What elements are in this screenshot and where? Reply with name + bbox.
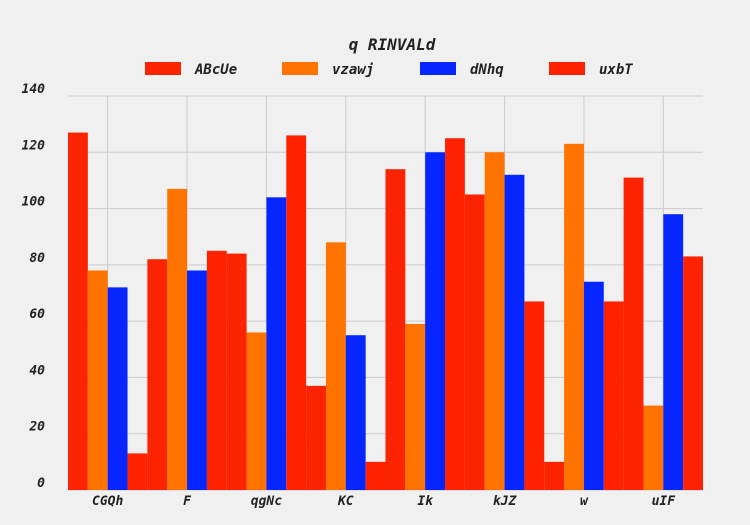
y-tick-label: 20 bbox=[28, 420, 45, 435]
bar-dNhq-qgNc bbox=[266, 197, 286, 490]
bar-dNhq-KC bbox=[346, 335, 366, 490]
legend-label-ABcUe: ABcUe bbox=[194, 62, 237, 78]
bar-uxbT-Ik bbox=[445, 138, 465, 490]
y-tick-label: 60 bbox=[29, 307, 45, 322]
legend-label-uxbT: uxbT bbox=[599, 62, 633, 78]
legend-label-vzawj: vzawj bbox=[332, 62, 374, 78]
bar-ABcUe-Ik bbox=[386, 169, 406, 490]
bar-ABcUe-uIF bbox=[624, 178, 644, 490]
bar-vzawj-w bbox=[564, 144, 584, 490]
bar-vzawj-uIF bbox=[643, 406, 663, 490]
bar-vzawj-kJZ bbox=[485, 152, 505, 490]
bar-dNhq-Ik bbox=[425, 152, 445, 490]
bar-dNhq-w bbox=[584, 282, 604, 490]
bar-uxbT-kJZ bbox=[524, 301, 544, 490]
bar-dNhq-CGQh bbox=[108, 287, 128, 490]
y-tick-label: 0 bbox=[37, 476, 45, 491]
legend-swatch-vzawj bbox=[282, 62, 318, 75]
bar-dNhq-F bbox=[187, 270, 207, 490]
bar-ABcUe-CGQh bbox=[68, 133, 88, 490]
bar-vzawj-CGQh bbox=[88, 270, 108, 490]
chart-title: q RINVALd bbox=[349, 35, 436, 54]
bar-ABcUe-w bbox=[544, 462, 564, 490]
bar-dNhq-kJZ bbox=[505, 175, 525, 490]
x-tick-label: qgNc bbox=[251, 494, 282, 509]
bar-vzawj-F bbox=[167, 189, 187, 490]
bar-uxbT-uIF bbox=[683, 256, 703, 490]
bar-ABcUe-qgNc bbox=[227, 254, 247, 490]
bar-uxbT-w bbox=[604, 301, 624, 490]
x-tick-label: kJZ bbox=[493, 494, 518, 509]
bar-dNhq-uIF bbox=[663, 214, 683, 490]
y-tick-label: 120 bbox=[22, 138, 46, 153]
legend: ABcUe vzawj dNhq uxbT bbox=[145, 62, 633, 78]
bar-vzawj-KC bbox=[326, 242, 346, 490]
bar-uxbT-qgNc bbox=[286, 135, 306, 490]
x-tick-label: CGQh bbox=[92, 494, 123, 509]
bars bbox=[68, 133, 703, 490]
y-tick-label: 80 bbox=[29, 251, 45, 266]
bar-vzawj-qgNc bbox=[247, 332, 267, 490]
y-axis-ticks: 0 20 40 60 80 100 120 140 bbox=[22, 82, 46, 491]
x-tick-label: uIF bbox=[652, 494, 677, 509]
legend-swatch-ABcUe bbox=[145, 62, 181, 75]
bar-uxbT-CGQh bbox=[128, 453, 148, 490]
y-tick-label: 100 bbox=[22, 195, 46, 210]
bar-ABcUe-kJZ bbox=[465, 195, 485, 491]
x-tick-label: Ik bbox=[417, 494, 434, 509]
legend-label-dNhq: dNhq bbox=[470, 62, 504, 78]
bar-ABcUe-KC bbox=[306, 386, 326, 490]
x-tick-label: KC bbox=[337, 494, 354, 509]
legend-swatch-uxbT bbox=[549, 62, 585, 75]
legend-swatch-dNhq bbox=[420, 62, 456, 75]
bar-vzawj-Ik bbox=[405, 324, 425, 490]
y-tick-label: 140 bbox=[22, 82, 46, 97]
y-tick-label: 40 bbox=[29, 363, 45, 378]
bar-uxbT-KC bbox=[366, 462, 386, 490]
bar-ABcUe-F bbox=[147, 259, 167, 490]
x-tick-label: w bbox=[580, 494, 589, 509]
bar-uxbT-F bbox=[207, 251, 227, 490]
x-tick-label: F bbox=[183, 494, 192, 509]
